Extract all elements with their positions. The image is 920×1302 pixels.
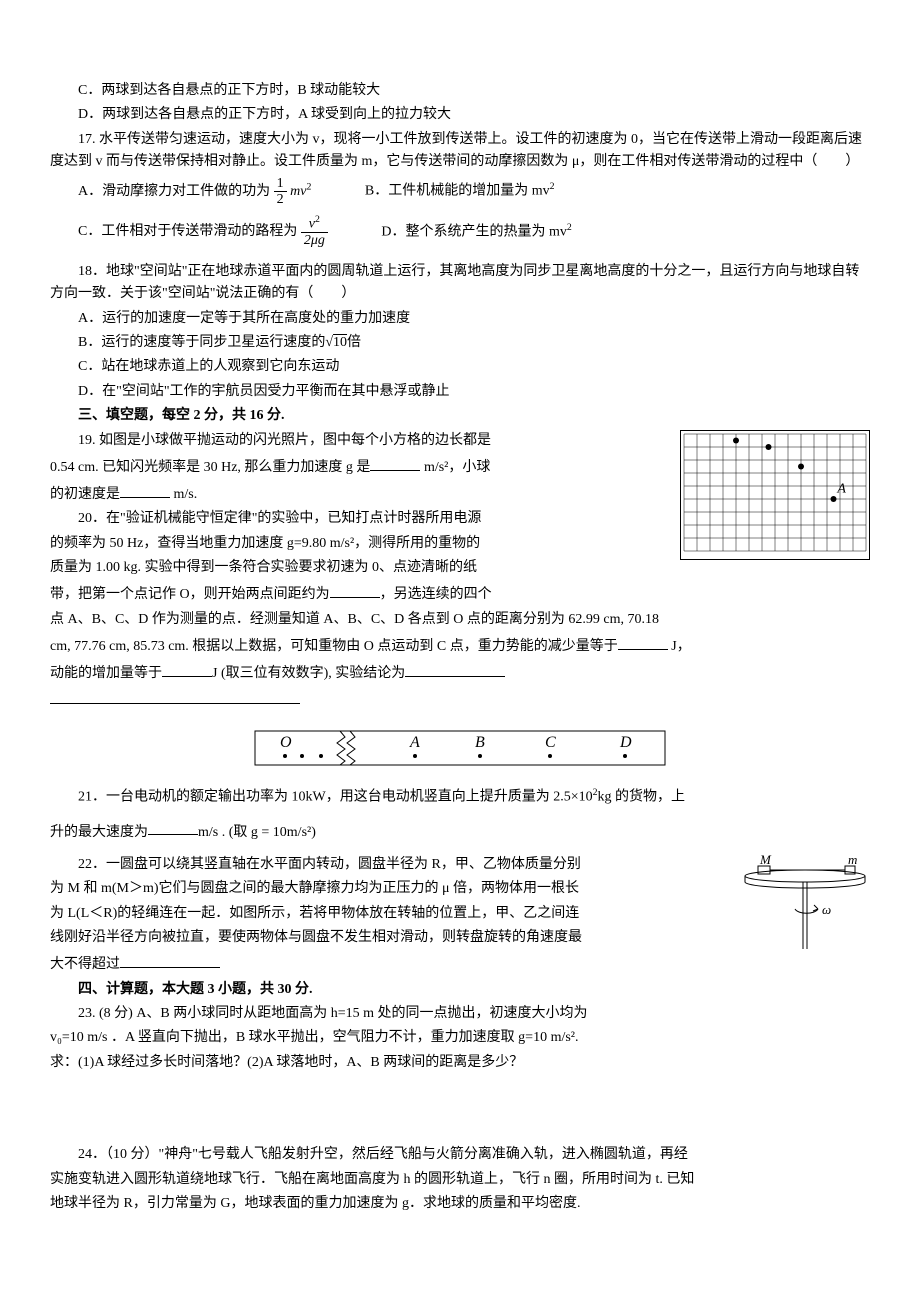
q-prev-option-c: C．两球到达各自悬点的正下方时，B 球动能较大 (78, 80, 870, 102)
q17-b-pre: B．工件机械能的增加量为 mv (365, 184, 550, 199)
q22-blank-1[interactable] (120, 951, 220, 968)
q-prev-option-d: D．两球到达各自悬点的正下方时，A 球受到向上的拉力较大 (78, 104, 870, 126)
q21-l2b: m/s . (取 g = 10m/s²) (198, 824, 316, 839)
q20-l5: 点 A、B、C、D 作为测量的点．经测量知道 A、B、C、D 各点到 O 点的距… (50, 609, 870, 631)
svg-text:A: A (836, 481, 846, 496)
tape-label-c: C (545, 734, 556, 751)
q19-l3a: 的初速度是 (50, 487, 120, 502)
section-3-title: 三、填空题，每空 2 分，共 16 分. (50, 405, 870, 427)
q17-b-sup: 2 (550, 181, 555, 192)
q18-b-pre: B．运行的速度等于同步卫星运行速度的 (78, 335, 325, 350)
q22-l5-text: 大不得超过 (50, 957, 120, 972)
q20-blank-2[interactable] (618, 633, 668, 650)
q19-blank-1[interactable] (370, 454, 420, 471)
q20-l4: 带，把第一个点记作 O，则开始两点间距约为 ，另选连续的四个 (50, 581, 870, 606)
q23-l1: 23. (8 分) A、B 两小球同时从距地面高为 h=15 m 处的同一点抛出… (50, 1003, 870, 1025)
q18-b-sqrt: 10 (333, 335, 347, 350)
q19-l3b: m/s. (170, 487, 197, 502)
q18-b: B．运行的速度等于同步卫星运行速度的√10倍 (78, 332, 870, 354)
q21-l1b: kg 的货物，上 (598, 789, 686, 804)
q20-l7b: J (取三位有效数字), 实验结论为 (212, 666, 405, 681)
q24-l2: 实施变轨进入圆形轨道绕地球飞行．飞船在离地面高度为 h 的圆形轨道上，飞行 n … (50, 1169, 870, 1191)
q20-blank-3[interactable] (162, 660, 212, 677)
q20-l6b: J， (668, 639, 691, 654)
q20-l7a: 动能的增加量等于 (50, 666, 162, 681)
q17-a-sup: 2 (306, 181, 311, 192)
disk-label-m-small: m (848, 854, 857, 867)
q20-blank-5[interactable] (50, 687, 300, 704)
q23-l3: 求：(1)A 球经过多长时间落地？(2)A 球落地时，A、B 两球间的距离是多少… (50, 1052, 870, 1074)
q18-d: D．在"空间站"工作的宇航员因受力平衡而在其中悬浮或静止 (78, 381, 870, 403)
q20-tape-figure: O A B C D (250, 723, 670, 773)
q20-l3: 质量为 1.00 kg. 实验中得到一条符合实验要求初速为 0、点迹清晰的纸 (50, 557, 870, 579)
q23-l2: v₀=10 m/s ．A 竖直向下抛出，B 球水平抛出，空气阻力不计，重力加速度… (50, 1027, 870, 1049)
q17-d-sup: 2 (567, 222, 572, 233)
q21-l2: 升的最大速度为 m/s . (取 g = 10m/s²) (50, 819, 870, 844)
q19-blank-2[interactable] (120, 481, 170, 498)
q20-l6a: cm, 77.76 cm, 85.73 cm. 根据以上数据，可知重物由 O 点… (50, 639, 618, 654)
q17-options-ab: A．滑动摩擦力对工件做的功为 12 mv2 B．工件机械能的增加量为 mv2 (78, 176, 870, 208)
q21-blank-1[interactable] (148, 819, 198, 836)
q20-l6: cm, 77.76 cm, 85.73 cm. 根据以上数据，可知重物由 O 点… (50, 633, 870, 658)
tape-label-b: B (475, 734, 485, 751)
q19-l2b: m/s²，小球 (420, 460, 490, 475)
q20-blank-4[interactable] (405, 660, 505, 677)
q17-c-pre: C．工件相对于传送带滑动的路程为 (78, 224, 297, 239)
q17-a-den: 2 (274, 192, 287, 207)
q20-l7: 动能的增加量等于 J (取三位有效数字), 实验结论为 (50, 660, 870, 685)
q20-l4a: 带，把第一个点记作 O，则开始两点间距约为 (50, 587, 330, 602)
q17-c-den: 2μg (301, 233, 328, 248)
q17-a-post: mv (290, 184, 306, 199)
tape-label-o: O (280, 734, 292, 751)
q18-c: C．站在地球赤道上的人观察到它向东运动 (78, 356, 870, 378)
q21-l1a: 21．一台电动机的额定输出功率为 10kW，用这台电动机竖直向上提升质量为 2.… (78, 789, 593, 804)
disk-label-m-big: M (759, 854, 772, 867)
q24-l3: 地球半径为 R，引力常量为 G，地球表面的重力加速度为 g．求地球的质量和平均密… (50, 1193, 870, 1215)
tape-label-a: A (409, 734, 420, 751)
q24-l1: 24．（10 分）"神舟"七号载人飞船发射升空，然后经飞船与火箭分离准确入轨，进… (50, 1144, 870, 1166)
q22-disk-figure: M m ω (740, 854, 870, 964)
q17-d-pre: D．整个系统产生的热量为 mv (381, 224, 567, 239)
q21-l2a: 升的最大速度为 (50, 824, 148, 839)
q19-grid-figure: A (680, 430, 870, 560)
q19-l2a: 0.54 cm. 已知闪光频率是 30 Hz, 那么重力加速度 g 是 (50, 460, 370, 475)
q20-l4b: ，另选连续的四个 (380, 587, 492, 602)
q18-b-post: 倍 (347, 335, 361, 350)
q17-options-cd: C．工件相对于传送带滑动的路程为 v22μg D．整个系统产生的热量为 mv2 (78, 215, 870, 248)
section-4-title: 四、计算题，本大题 3 小题，共 30 分. (50, 979, 870, 1001)
q17-a-pre: A．滑动摩擦力对工件做的功为 (78, 184, 270, 199)
q17-stem: 17. 水平传送带匀速运动，速度大小为 v，现将一小工件放到传送带上。设工件的初… (50, 129, 870, 174)
tape-label-d: D (619, 734, 632, 751)
q18-a: A．运行的加速度一定等于其所在高度处的重力加速度 (78, 308, 870, 330)
disk-label-omega: ω (822, 902, 831, 917)
q21-l1: 21．一台电动机的额定输出功率为 10kW，用这台电动机竖直向上提升质量为 2.… (50, 785, 870, 809)
q17-a-num: 1 (274, 176, 287, 192)
q20-blank-1[interactable] (330, 581, 380, 598)
q18-stem: 18．地球"空间站"正在地球赤道平面内的圆周轨道上运行，其离地高度为同步卫星离地… (50, 261, 870, 306)
